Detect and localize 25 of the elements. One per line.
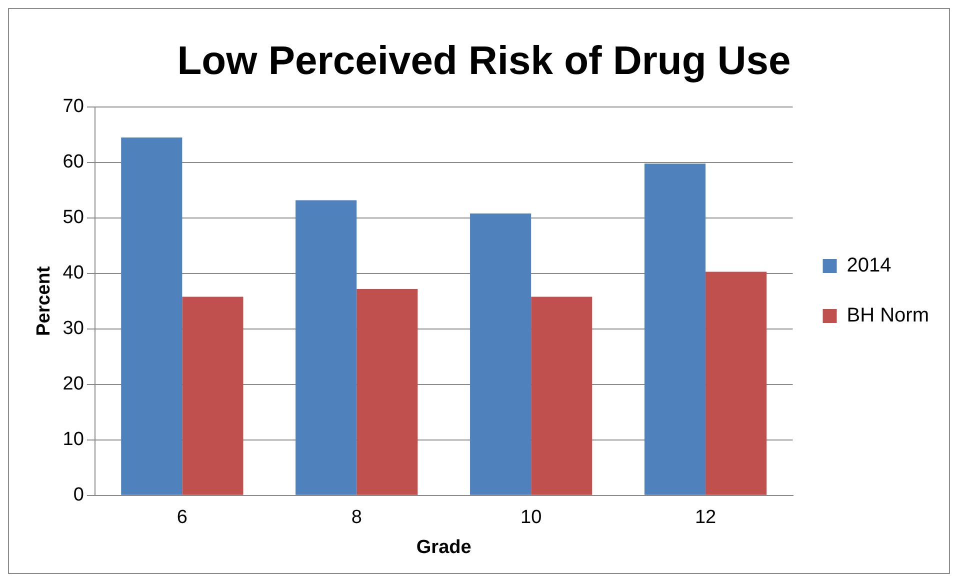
legend-label: BH Norm: [846, 304, 930, 327]
x-tick-label: 12: [694, 507, 716, 528]
y-tick-label: 10: [62, 429, 84, 450]
x-tick-label: 8: [351, 507, 362, 528]
y-tick-label: 70: [62, 96, 84, 118]
y-tick-label: 60: [62, 152, 84, 173]
y-tick-label: 0: [73, 484, 84, 506]
bar: [182, 296, 244, 495]
y-tick-label: 40: [62, 262, 84, 284]
bar: [531, 296, 592, 495]
bar: [296, 200, 357, 495]
x-axis-title: Grade: [416, 536, 472, 558]
y-tick-label: 30: [62, 318, 84, 340]
bar: [121, 138, 182, 495]
y-axis-title: Percent: [34, 266, 55, 336]
chart-title: Low Perceived Risk of Drug Use: [177, 39, 791, 84]
x-tick-label: 6: [176, 507, 188, 528]
y-tick-label: 50: [62, 207, 84, 228]
x-tick-label: 10: [520, 507, 542, 528]
bar: [356, 288, 418, 495]
legend-label: 2014: [846, 254, 892, 277]
bar: [706, 272, 767, 495]
y-tick-label: 20: [62, 374, 84, 395]
bar: [644, 164, 706, 495]
bar: [470, 214, 532, 495]
